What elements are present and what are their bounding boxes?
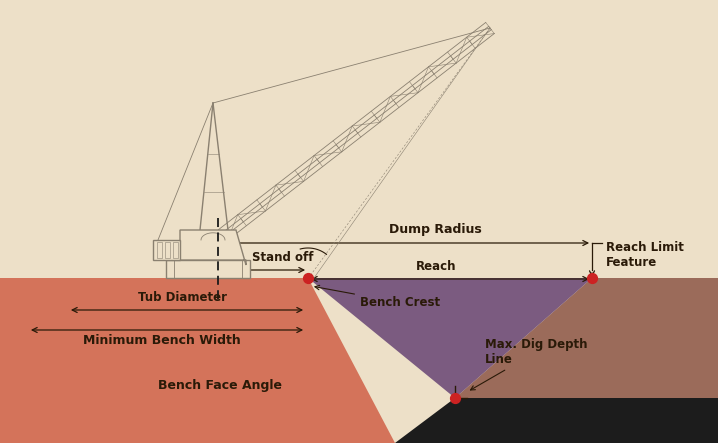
Polygon shape [180, 230, 246, 265]
Text: Reach: Reach [416, 260, 457, 273]
Polygon shape [153, 240, 180, 260]
Text: Max. Dig Depth
Line: Max. Dig Depth Line [470, 338, 587, 390]
Text: Dump Radius: Dump Radius [388, 223, 481, 236]
Polygon shape [166, 260, 250, 278]
Polygon shape [0, 278, 395, 443]
Text: Stand off: Stand off [252, 251, 314, 264]
Point [449, 394, 461, 401]
Point [302, 275, 314, 282]
Polygon shape [308, 278, 592, 398]
Text: Bench Face Angle: Bench Face Angle [158, 378, 282, 392]
Text: Tub Diameter: Tub Diameter [138, 291, 226, 304]
Text: Bench Crest: Bench Crest [315, 285, 440, 309]
Text: Reach Limit
Feature: Reach Limit Feature [606, 241, 684, 269]
Point [587, 275, 598, 282]
Polygon shape [395, 398, 718, 443]
Text: Minimum Bench Width: Minimum Bench Width [83, 334, 241, 347]
Polygon shape [455, 278, 718, 443]
